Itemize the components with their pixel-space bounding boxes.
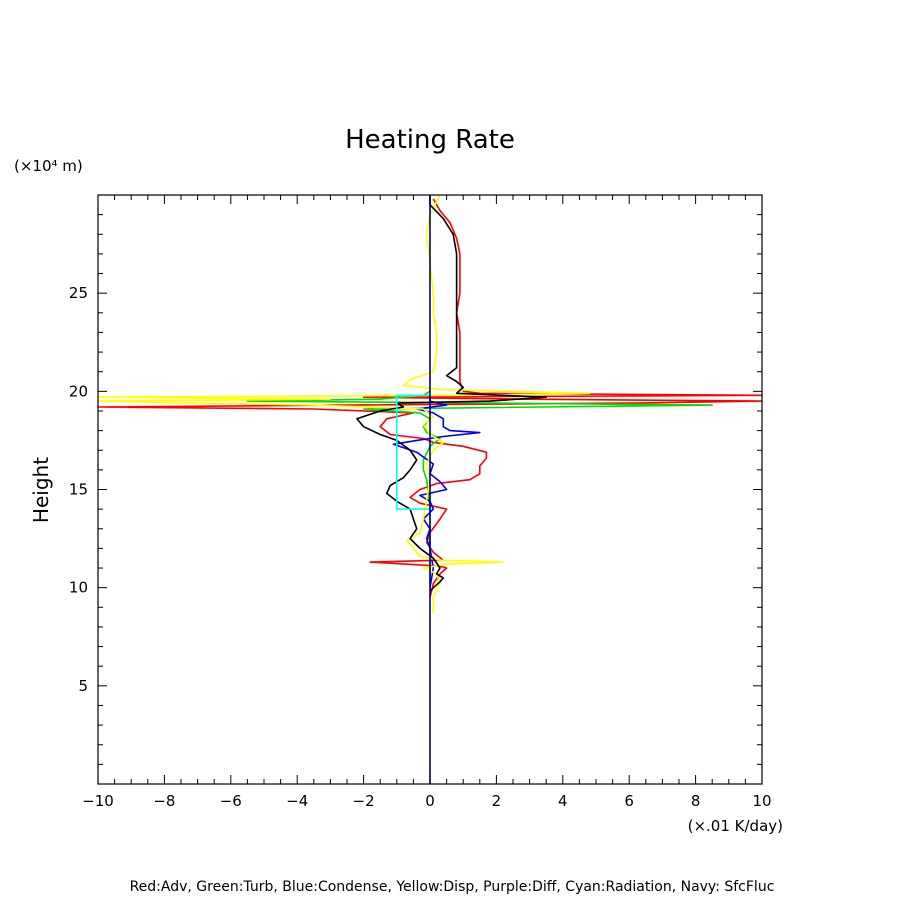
x-tick-label: −4 (286, 792, 308, 810)
y-axis-unit: (×10⁴ m) (14, 157, 83, 175)
x-axis-unit: (×.01 K/day) (688, 817, 783, 835)
y-tick-label: 20 (69, 382, 88, 400)
x-tick-label: −6 (220, 792, 242, 810)
x-tick-label: 10 (752, 792, 771, 810)
y-tick-label: 10 (69, 579, 88, 597)
series-line-4 (356, 195, 547, 593)
y-axis-label: Height (29, 457, 53, 523)
chart-title: Heating Rate (345, 125, 515, 155)
x-tick-label: 2 (492, 792, 502, 810)
series-line-2 (392, 395, 481, 588)
plot-frame (97, 194, 763, 785)
y-tick-label: 25 (69, 284, 88, 302)
x-tick-label: −8 (153, 792, 175, 810)
legend-caption: Red:Adv, Green:Turb, Blue:Condense, Yell… (130, 879, 775, 895)
series-line-0 (97, 198, 763, 598)
series-layer (97, 194, 763, 784)
x-tick-label: 6 (624, 792, 634, 810)
x-tick-label: 8 (691, 792, 701, 810)
x-tick-label: 4 (558, 792, 568, 810)
y-tick-label: 15 (69, 481, 88, 499)
series-line-3 (97, 194, 591, 614)
tick-label-layer: −10 −8 −6 −4 −2 0 2 4 6 8 10 5 10 15 20 25 (69, 284, 772, 810)
series-line-1 (246, 390, 713, 578)
x-tick-label: 0 (425, 792, 435, 810)
x-tick-label: −2 (353, 792, 375, 810)
series-line-5 (396, 394, 430, 510)
y-tick-label: 5 (78, 677, 88, 695)
x-tick-label: −10 (82, 792, 114, 810)
